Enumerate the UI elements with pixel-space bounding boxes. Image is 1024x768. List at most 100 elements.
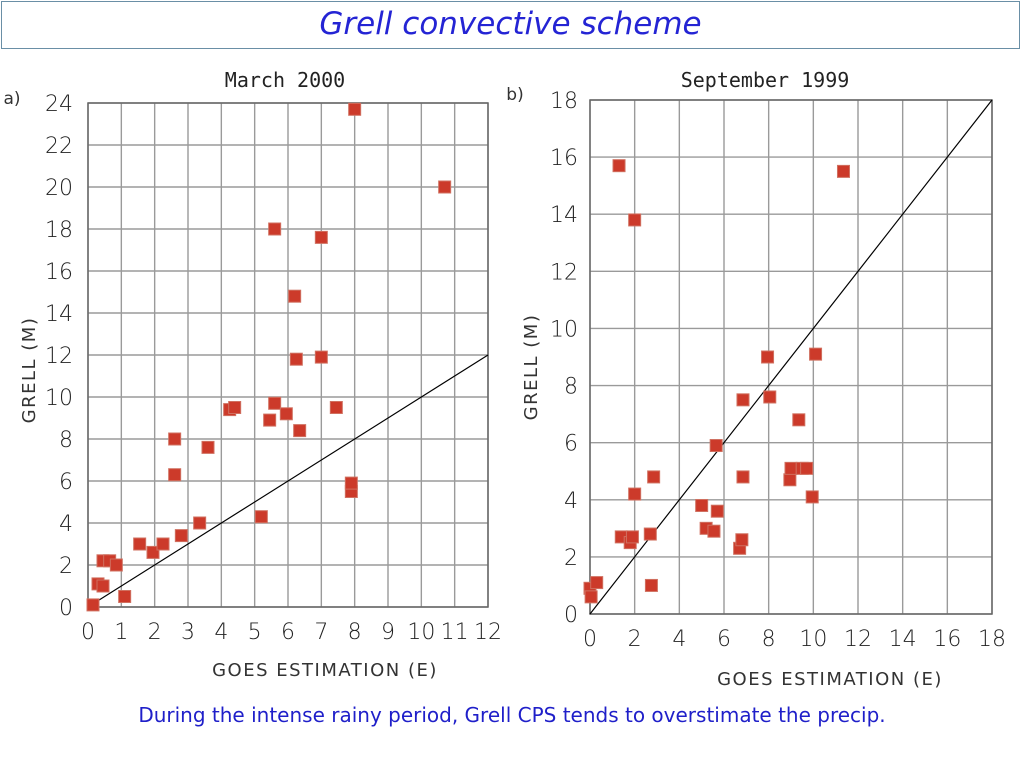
panel-b-x-tick-label: 6 (717, 627, 731, 652)
panel-a-data-point (109, 558, 123, 572)
panel-a-reference-line (87, 354, 489, 608)
panel-a-x-tick-label: 4 (214, 620, 228, 645)
panel-b-x-tick-label: 2 (628, 627, 642, 652)
panel-a-y-tick-label: 0 (59, 596, 73, 621)
panel-a-y-tick-label: 18 (45, 218, 73, 243)
panel-b-y-tick-label: 4 (564, 489, 578, 514)
panel-b-data-point (736, 470, 750, 484)
panel-b-data-point (784, 461, 798, 475)
panel-a-data-point (201, 440, 215, 454)
panel-a-label: a) (3, 89, 20, 109)
panel-a-data-point (268, 396, 282, 410)
panel-b-data-point (628, 213, 642, 227)
panel-a-y-tick-label: 12 (45, 344, 73, 369)
panel-b-data-point (792, 413, 806, 427)
panel-b-x-tick-label: 16 (933, 627, 961, 652)
panel-a-x-tick-label: 7 (314, 620, 328, 645)
panel-a-y-axis-label: GRELL (M) (19, 317, 40, 424)
panel-b-y-tick-label: 12 (550, 260, 578, 285)
panel-a-y-tick-label: 22 (45, 134, 73, 159)
panel-a-data-point (438, 180, 452, 194)
panel-b-y-tick-label: 16 (550, 146, 578, 171)
panel-b-data-point (707, 524, 721, 538)
panel-a-y-tick-label: 2 (59, 554, 73, 579)
panel-b-x-tick-label: 12 (844, 627, 872, 652)
panel-b-data-point (736, 393, 750, 407)
panel-b-x-tick-label: 14 (889, 627, 917, 652)
panel-a-data-point (118, 590, 132, 603)
panel-a-data-point (344, 476, 358, 490)
panel-a-data-point (314, 230, 328, 244)
panel-b-y-tick-label: 6 (564, 432, 578, 457)
panel-a-data-point (348, 102, 362, 116)
panel-a-x-axis-label: GOES ESTIMATION (E) (212, 660, 438, 681)
panel-a-data-point (254, 510, 268, 524)
panel-b-y-tick-label: 10 (550, 317, 578, 342)
panel-a-x-tick-label: 6 (281, 620, 295, 645)
panel-b-data-point (709, 439, 723, 453)
panel-b-data-point (783, 473, 797, 487)
panel-b-data-point (695, 498, 709, 512)
panel-b-data-point (761, 350, 775, 364)
panel-b-data-point (647, 470, 661, 484)
panel-a-data-point (96, 579, 110, 593)
panel-b-data-point (809, 347, 823, 361)
panel-b-data-point (643, 527, 657, 541)
panel-a-data-point (289, 352, 303, 366)
panel-a-data-point (293, 424, 307, 438)
panel-b-data-point (836, 164, 850, 178)
panel-b-label: b) (506, 85, 523, 105)
panel-b-data-point (805, 490, 819, 504)
panel-a-x-tick-label: 3 (181, 620, 195, 645)
panel-b-plot-frame (589, 99, 993, 615)
panel-b-data-point (612, 159, 626, 173)
panel-a-data-point (314, 350, 328, 364)
panel-a-data-point (288, 289, 302, 303)
panel-b-y-tick-label: 14 (550, 203, 578, 228)
scatter-charts: 0 1 2 3 4 5 6 7 8 9 10 11 12024681012141618202224Mar… (3, 68, 1006, 690)
panel-b-y-axis-label: GRELL (M) (521, 314, 542, 421)
panel-a-data-point (268, 222, 282, 236)
panel-b-data-point (735, 533, 749, 547)
panel-a-x-tick-label: 8 (348, 620, 362, 645)
panel-b-x-tick-label: 0 (583, 627, 597, 652)
panel-a-x-tick-label: 0 (81, 620, 95, 645)
panel-b-data-point (590, 576, 604, 590)
slide-title: Grell convective scheme (319, 6, 702, 42)
panel-b-data-point (644, 578, 658, 592)
title-box: Grell convective scheme (1, 1, 1020, 49)
panel-a-data-point (193, 516, 207, 530)
panel-b-data-point (763, 390, 777, 404)
panel-b-x-tick-label: 8 (762, 627, 776, 652)
panel-a-y-tick-label: 24 (45, 92, 73, 117)
panel-a-y-tick-label: 14 (45, 302, 73, 327)
panel-b-y-tick-label: 8 (564, 375, 578, 400)
panel-b-y-tick-label: 18 (550, 89, 578, 114)
panel-a-data-point (133, 537, 147, 551)
panel-a-x-tick-label: 12 (474, 620, 502, 645)
panel-b-data-point (628, 487, 642, 501)
panel-a-x-tick-label: 2 (148, 620, 162, 645)
panel-a-data-point (146, 545, 160, 559)
panel-b-x-tick-label: 4 (672, 627, 686, 652)
panel-a-x-tick-label: 1 (114, 620, 128, 645)
panel-a-y-tick-label: 20 (45, 176, 73, 201)
panel-b-data-point (584, 590, 598, 604)
panel-a-title: March 2000 (225, 68, 345, 92)
panel-a-data-point (263, 413, 277, 427)
panel-a-data-point (279, 407, 293, 421)
panel-a-y-tick-label: 16 (45, 260, 73, 285)
panel-b-y-tick-label: 0 (564, 603, 578, 628)
panel-a-data-point (168, 468, 182, 482)
panel-a-data-point (329, 401, 343, 414)
panel-b-data-point (710, 504, 724, 518)
panel-a-y-tick-label: 4 (59, 512, 73, 537)
panel-b-y-tick-label: 2 (564, 546, 578, 571)
panel-a-x-tick-label: 5 (248, 620, 262, 645)
panel-a-data-point (156, 537, 170, 551)
panel-a-y-tick-label: 6 (59, 470, 73, 495)
panel-b-x-tick-label: 18 (978, 627, 1006, 652)
panel-a-x-tick-label: 11 (441, 620, 469, 645)
panel-b-x-axis-label: GOES ESTIMATION (E) (717, 669, 943, 690)
panel-a-data-point (86, 598, 100, 612)
